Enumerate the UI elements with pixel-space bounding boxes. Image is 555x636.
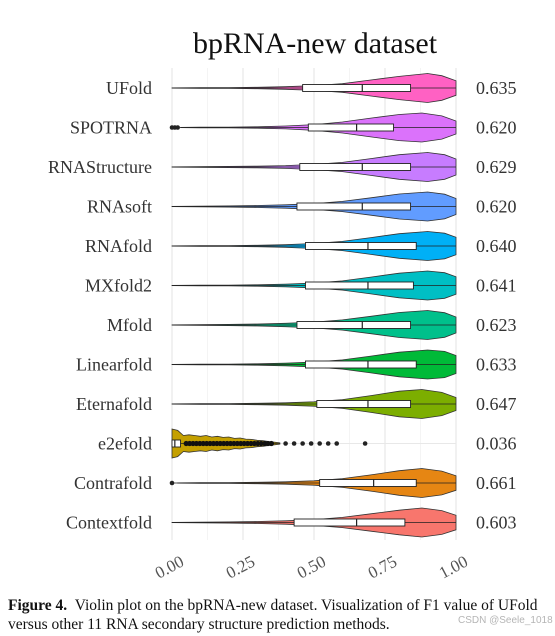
mean-value-label: 0.036 bbox=[476, 434, 517, 454]
mean-value-label: 0.635 bbox=[476, 78, 517, 98]
iqr-box bbox=[299, 163, 412, 171]
iqr-box bbox=[307, 123, 394, 132]
outlier-point bbox=[175, 125, 180, 130]
violin-e2efold bbox=[171, 428, 368, 459]
x-tick-label: 0.75 bbox=[365, 552, 400, 583]
iqr-box bbox=[293, 518, 406, 527]
method-label: Linearfold bbox=[76, 355, 152, 375]
figure-caption: Figure 4. Violin plot on the bpRNA-new d… bbox=[8, 596, 553, 634]
outlier-point bbox=[362, 441, 368, 446]
outlier-point bbox=[300, 441, 305, 446]
outlier-point bbox=[291, 441, 297, 446]
method-label: RNAStructure bbox=[48, 157, 152, 177]
mean-value-label: 0.647 bbox=[476, 394, 517, 414]
chart-title: bpRNA-new dataset bbox=[193, 27, 438, 60]
iqr-box bbox=[305, 360, 417, 369]
method-label: UFold bbox=[106, 78, 152, 98]
watermark: CSDN @Seele_1018 bbox=[458, 615, 553, 626]
method-label: Mfold bbox=[107, 315, 152, 335]
caption-label: Figure 4. bbox=[8, 597, 68, 614]
method-label: e2efold bbox=[98, 434, 152, 454]
violin-spotrna bbox=[169, 112, 457, 143]
violins bbox=[169, 73, 457, 538]
x-tick-labels: 0.00 0.25 0.50 0.75 1.00 bbox=[152, 552, 471, 583]
method-label: Contextfold bbox=[66, 513, 152, 533]
violin-rnastructure bbox=[171, 152, 457, 182]
violin-eternafold bbox=[171, 389, 457, 419]
mean-value-label: 0.640 bbox=[476, 236, 517, 256]
mean-value-label: 0.641 bbox=[476, 276, 517, 296]
mean-value-label: 0.620 bbox=[476, 118, 517, 138]
mean-value-labels: 0.635 0.620 0.629 0.620 0.640 0.641 0.623 0.633… bbox=[476, 78, 517, 533]
violin-contrafold bbox=[169, 468, 457, 498]
mean-value-label: 0.603 bbox=[476, 513, 517, 533]
method-label: MXfold2 bbox=[85, 276, 152, 296]
iqr-box bbox=[296, 321, 412, 329]
mean-value-label: 0.633 bbox=[476, 355, 517, 375]
iqr-box bbox=[316, 400, 412, 408]
mean-value-label: 0.620 bbox=[476, 197, 517, 217]
iqr-box bbox=[296, 202, 412, 211]
mean-value-label: 0.623 bbox=[476, 315, 517, 335]
iqr-box bbox=[171, 439, 181, 448]
outlier-point bbox=[325, 441, 331, 446]
violin-rnafold bbox=[171, 231, 457, 261]
x-tick-label: 0.50 bbox=[294, 552, 329, 583]
method-label: RNAfold bbox=[85, 236, 152, 256]
outlier-point bbox=[283, 441, 288, 446]
method-label: Contrafold bbox=[74, 473, 152, 493]
x-tick-label: 0.25 bbox=[223, 552, 258, 583]
method-label: Eternafold bbox=[76, 394, 152, 414]
iqr-box bbox=[302, 84, 412, 92]
caption-text: Violin plot on the bpRNA-new dataset. Vi… bbox=[8, 597, 538, 633]
method-labels: UFold SPOTRNA RNAStructure RNAsoft RNAfold MX… bbox=[48, 78, 152, 533]
violin-linearfold bbox=[171, 349, 457, 380]
outlier-point bbox=[334, 441, 340, 446]
outlier-point bbox=[317, 441, 322, 446]
violin-ufold bbox=[171, 73, 457, 103]
iqr-box bbox=[319, 479, 417, 487]
outlier-point bbox=[308, 441, 314, 446]
iqr-box bbox=[305, 281, 414, 290]
violin-rnasoft bbox=[171, 191, 457, 222]
method-label: RNAsoft bbox=[87, 197, 152, 217]
violin-contextfold bbox=[171, 507, 457, 538]
mean-value-label: 0.629 bbox=[476, 157, 517, 177]
iqr-box bbox=[305, 242, 417, 250]
outlier-point bbox=[268, 440, 274, 447]
x-tick-label: 0.00 bbox=[152, 552, 187, 583]
violin-mxfold2 bbox=[171, 270, 457, 301]
outlier-point bbox=[169, 480, 175, 486]
x-tick-label: 1.00 bbox=[436, 552, 471, 583]
mean-value-label: 0.661 bbox=[476, 473, 517, 493]
method-label: SPOTRNA bbox=[70, 118, 152, 138]
violin-mfold bbox=[171, 310, 457, 340]
